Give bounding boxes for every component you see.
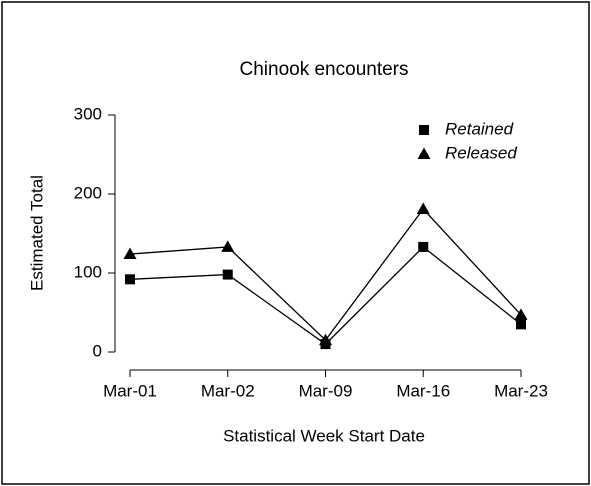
x-tick-label: Mar-01 [103,381,157,400]
data-point [222,269,233,280]
data-point [125,274,135,285]
y-axis-label: Estimated Total [27,175,46,291]
chart-title: Chinook encounters [240,59,409,80]
x-axis-label: Statistical Week Start Date [223,426,425,445]
legend-marker [417,147,431,159]
legend-marker [419,125,429,135]
y-tick-label: 0 [93,341,102,360]
legend-label: Released [445,143,517,162]
legend-label: Retained [445,119,514,138]
data-point [416,202,430,215]
y-tick-label: 200 [74,183,102,202]
x-tick-label: Mar-23 [494,381,548,400]
x-tick-label: Mar-02 [201,381,255,400]
data-point [516,319,526,330]
x-tick-label: Mar-09 [299,381,353,400]
data-point [221,240,235,252]
x-tick-label: Mar-16 [396,381,450,400]
data-point [514,308,528,320]
y-tick-label: 100 [74,262,102,281]
data-point [123,247,137,260]
data-point [418,241,429,252]
data-point [319,333,332,346]
y-tick-label: 300 [74,104,102,123]
